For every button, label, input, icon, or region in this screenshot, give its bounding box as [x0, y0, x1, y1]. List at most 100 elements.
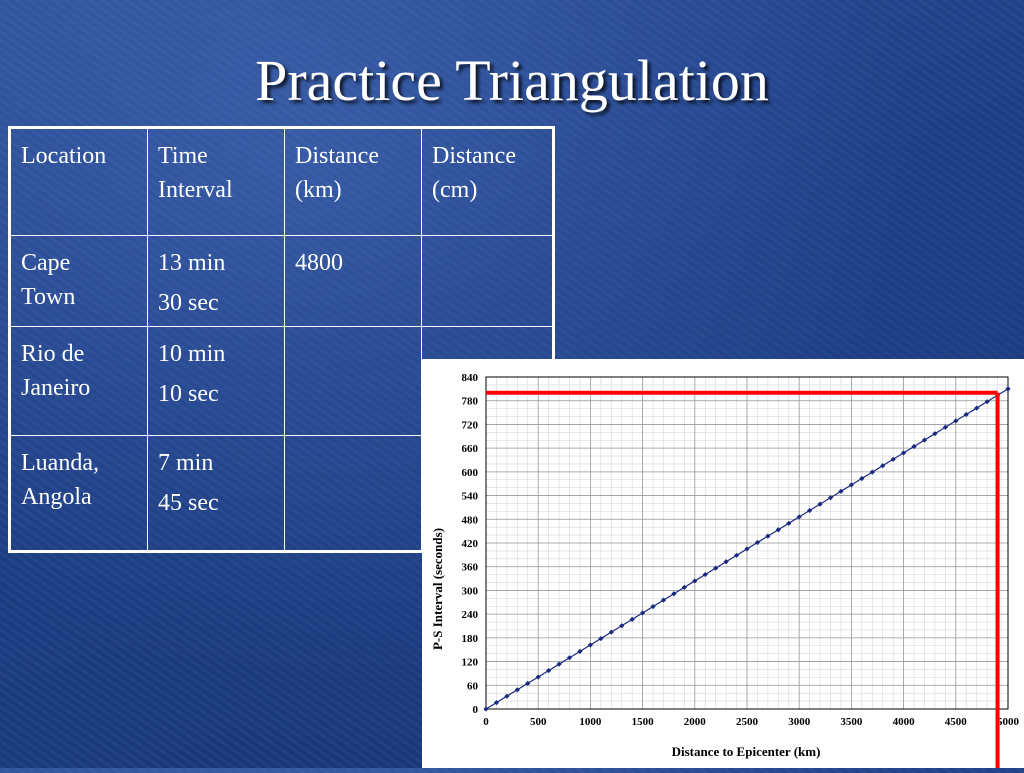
annotation-group [486, 390, 1000, 768]
table-header-row: Location Time Interval Distance (km) Dista… [9, 127, 554, 236]
data-point [619, 623, 625, 629]
cell-distance-cm [421, 235, 554, 327]
x-tick-label: 1500 [632, 716, 655, 728]
time-line: 10 min [158, 341, 226, 367]
table-row: Cape Town 13 min 30 sec 4800 [9, 235, 554, 327]
time-line: 10 sec [158, 381, 219, 407]
data-point [817, 501, 823, 507]
data-point [556, 661, 562, 667]
data-point [681, 584, 687, 590]
data-point [577, 648, 583, 654]
chart-svg: 0 500 1000 1500 2000 2500 3000 3500 4000 4500 5000… [430, 372, 1020, 768]
location-line: Luanda, [21, 450, 99, 476]
x-tick-label: 3500 [840, 716, 863, 728]
y-tick-label: 180 [462, 633, 479, 645]
data-point [598, 635, 604, 642]
location-line: Rio de [21, 341, 85, 367]
y-tick-label: 480 [462, 514, 479, 526]
x-tick-label: 0 [483, 716, 489, 728]
cell-distance-km: 4800 [284, 235, 422, 327]
y-tick-label: 660 [462, 443, 479, 455]
y-tick-label: 120 [462, 657, 479, 669]
data-point [786, 520, 792, 526]
cell-location: Rio de Janeiro [9, 326, 148, 436]
x-axis-label: Distance to Epicenter (km) [672, 744, 821, 759]
y-tick-label: 360 [462, 562, 479, 574]
data-point [827, 495, 834, 501]
location-line: Town [21, 284, 76, 310]
data-point [838, 488, 844, 494]
y-tick-label: 840 [462, 372, 479, 384]
y-tick-label: 420 [462, 538, 479, 550]
tick-labels: 0 500 1000 1500 2000 2500 3000 3500 4000 4500 5000… [462, 372, 1020, 728]
travel-time-chart: 0 500 1000 1500 2000 2500 3000 3500 4000 4500 5000… [422, 359, 1024, 768]
x-tick-label: 2000 [684, 716, 707, 728]
location-line: Angola [21, 484, 92, 510]
y-tick-label: 60 [467, 680, 479, 692]
data-point [608, 629, 614, 635]
data-point [775, 527, 781, 533]
cell-time: 7 min 45 sec [147, 435, 285, 552]
header-dkm-text-1: Distance [295, 143, 379, 169]
data-point [754, 539, 761, 546]
grid-major [485, 376, 1009, 710]
header-location: Location [9, 127, 148, 236]
x-tick-label: 4000 [893, 716, 916, 728]
y-tick-label: 240 [462, 609, 479, 621]
data-point [640, 610, 646, 616]
x-tick-label: 5000 [997, 716, 1020, 728]
y-tick-label: 600 [462, 467, 479, 479]
time-line: 13 min [158, 250, 226, 276]
header-dkm-text-2: (km) [295, 177, 342, 203]
header-time-text-2: Interval [158, 177, 233, 203]
data-point [942, 424, 948, 430]
cell-location: Luanda, Angola [9, 435, 148, 552]
data-point [869, 469, 875, 475]
header-time-interval: Time Interval [147, 127, 285, 236]
data-point [733, 552, 740, 558]
data-point [493, 699, 500, 706]
data-point [880, 463, 886, 469]
time-line: 30 sec [158, 290, 219, 316]
data-point [765, 533, 771, 539]
header-dcm-text-1: Distance [432, 143, 516, 169]
header-time-text-1: Time [158, 143, 208, 169]
data-point [504, 693, 510, 699]
x-tick-label: 500 [530, 716, 547, 728]
data-point [921, 437, 928, 443]
data-point [535, 674, 541, 680]
y-tick-label: 540 [462, 491, 479, 503]
cell-time: 10 min 10 sec [147, 326, 285, 436]
y-tick-label: 300 [462, 585, 479, 597]
data-point [859, 475, 865, 482]
cell-distance-km [284, 435, 422, 552]
data-point [848, 482, 854, 488]
header-dcm-text-2: (cm) [432, 177, 478, 203]
data-point [713, 565, 719, 571]
plot-frame [485, 376, 1009, 710]
travel-time-table: Location Time Interval Distance (km) Dista… [8, 126, 555, 553]
slide-title: Practice Triangulation [255, 48, 769, 113]
data-point [953, 418, 959, 424]
cell-location: Cape Town [9, 235, 148, 327]
data-point [483, 706, 489, 712]
x-tick-label: 4500 [945, 716, 968, 728]
y-axis-label: P-S Interval (seconds) [430, 528, 445, 650]
data-point [963, 411, 969, 418]
data-point [911, 443, 917, 450]
cell-time: 13 min 30 sec [147, 235, 285, 327]
location-line: Janeiro [21, 375, 91, 401]
header-distance-cm: Distance (cm) [421, 127, 554, 236]
data-point [692, 578, 698, 584]
data-point [514, 687, 520, 693]
data-point [901, 450, 907, 456]
time-line: 45 sec [158, 490, 219, 516]
y-tick-label: 780 [462, 396, 479, 408]
chart-axes [485, 376, 1009, 710]
data-point [525, 680, 531, 686]
location-line: Cape [21, 250, 71, 276]
x-tick-label: 1000 [579, 716, 602, 728]
data-point [566, 655, 573, 661]
time-line: 7 min [158, 450, 214, 476]
header-location-text: Location [21, 143, 107, 169]
